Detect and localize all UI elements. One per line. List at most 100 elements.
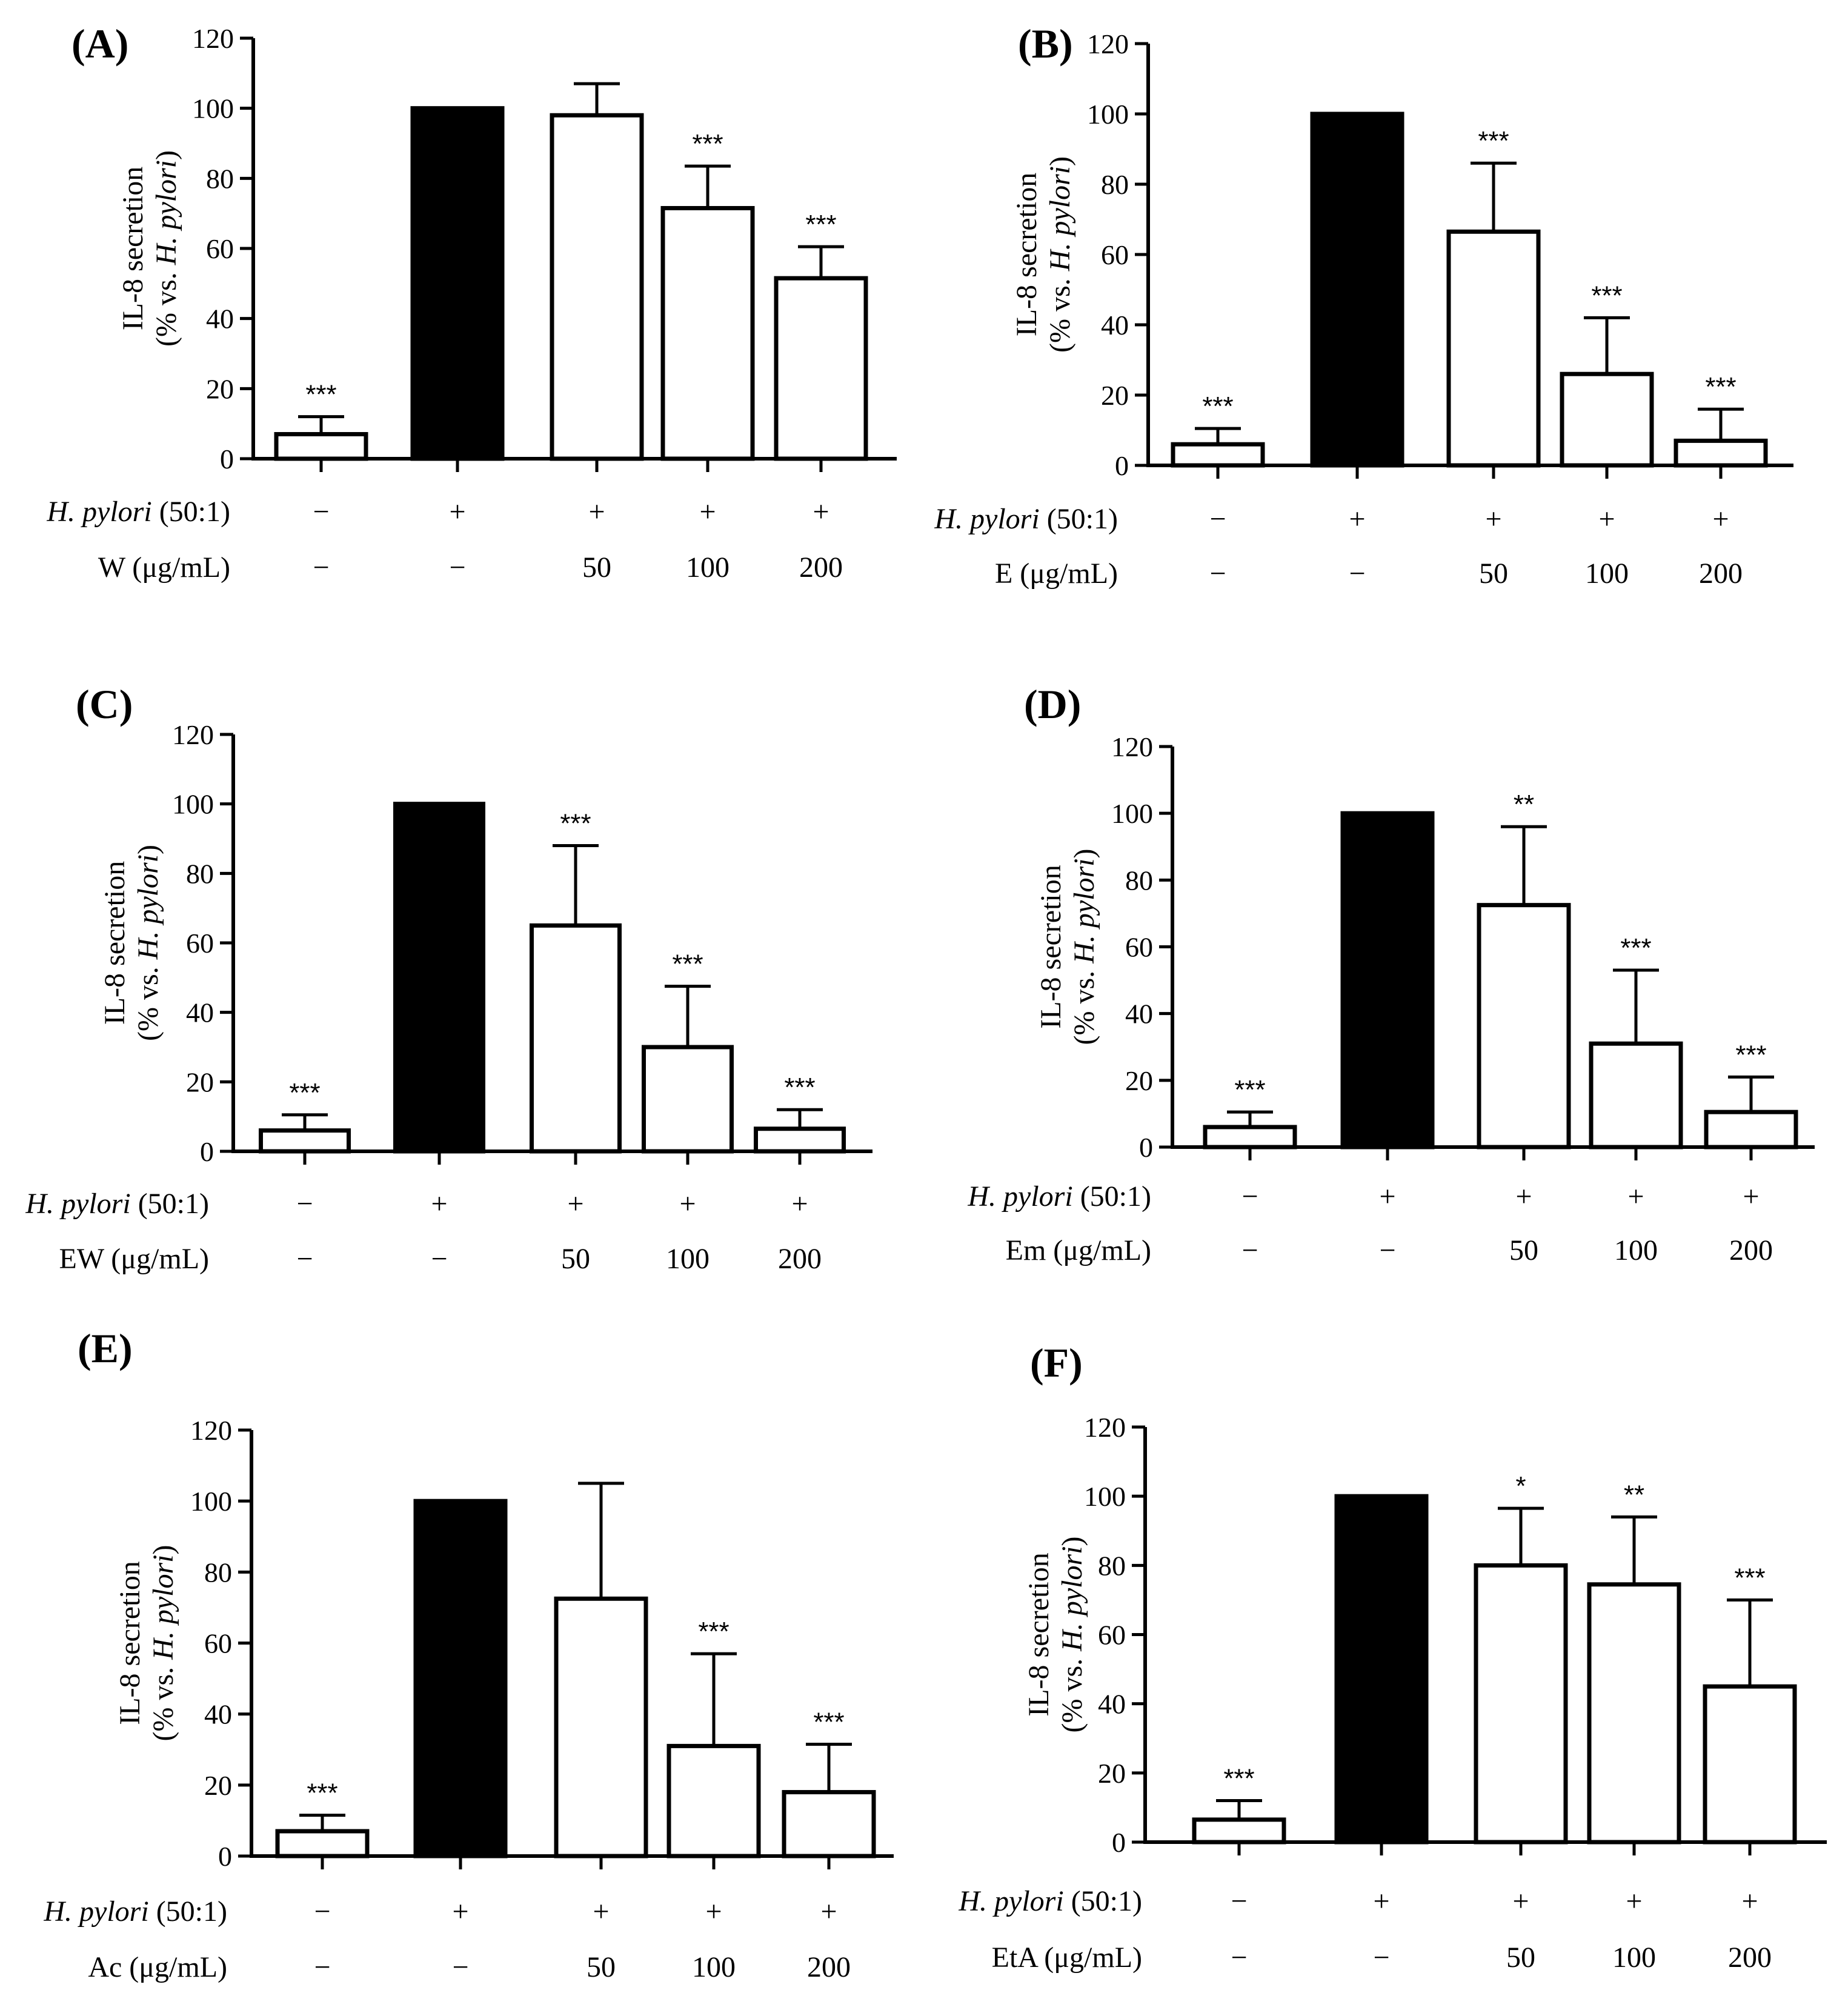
y-axis-label-suffix: ) xyxy=(1056,1537,1088,1546)
y-axis-label-suffix: ) xyxy=(1068,849,1100,859)
y-axis-label-units: (% vs. H. pylori) xyxy=(1044,156,1076,353)
y-axis-label-prefix: (% vs. xyxy=(1044,271,1076,353)
bar xyxy=(1589,1041,1683,1150)
bar xyxy=(1560,371,1654,468)
row-value-hpylori: − xyxy=(1209,503,1226,535)
row-label-hpylori-italic: H. pylori xyxy=(958,1885,1063,1917)
y-axis-label-prefix: (% vs. xyxy=(150,265,182,347)
row-value-hpylori: + xyxy=(791,1188,808,1220)
significance-mark: * xyxy=(1515,1471,1526,1501)
row-value-dose: 200 xyxy=(799,551,843,584)
chart-panel-f: (F) 0 20 40 60 80 100 120 IL-8 secretion (% vs. H… xyxy=(958,1340,1827,1974)
row-value-hpylori: − xyxy=(296,1188,313,1220)
y-tick-label: 40 xyxy=(204,1699,232,1730)
row-label-extract: EtA (μg/mL) xyxy=(992,1941,1142,1974)
y-tick-label: 40 xyxy=(1125,999,1153,1030)
y-tick-label: 0 xyxy=(220,444,234,474)
bar xyxy=(1310,111,1404,468)
y-axis-label-italic: H. pylori xyxy=(1068,859,1100,964)
y-tick-label: 20 xyxy=(206,373,234,404)
row-label-hpylori-italic: H. pylori xyxy=(934,503,1039,535)
y-tick-label: 80 xyxy=(1125,865,1153,896)
row-value-dose: 100 xyxy=(1585,557,1629,590)
y-tick-label: 80 xyxy=(1101,169,1129,200)
row-label-hpylori-ratio: (50:1) xyxy=(1064,1885,1142,1917)
row-value-hpylori: + xyxy=(820,1895,837,1928)
y-axis-label-units: (% vs. H. pylori) xyxy=(132,845,164,1041)
y-axis-label-italic: H. pylori xyxy=(1056,1546,1088,1652)
row-value-hpylori: + xyxy=(1627,1180,1644,1213)
row-value-hpylori: + xyxy=(1741,1885,1758,1917)
bar xyxy=(1203,1125,1297,1150)
chart-panel-c: (C) 0 20 40 60 80 100 120 IL-8 secretion (% vs. H… xyxy=(25,681,872,1275)
row-label-hpylori-ratio: (50:1) xyxy=(1040,503,1118,535)
significance-mark: *** xyxy=(305,380,336,410)
y-axis-label-units: (% vs. H. pylori) xyxy=(150,150,182,347)
y-tick-label: 60 xyxy=(186,928,214,959)
y-tick-label: 0 xyxy=(1115,450,1129,481)
row-value-hpylori: + xyxy=(1485,503,1501,535)
row-value-hpylori: + xyxy=(1743,1180,1759,1213)
y-axis-label-prefix: (% vs. xyxy=(1068,963,1100,1045)
y-tick-label: 80 xyxy=(1098,1550,1126,1581)
row-label-hpylori: H. pylori (50:1) xyxy=(967,1180,1151,1213)
row-value-dose: − xyxy=(1241,1234,1258,1266)
row-label-extract: W (μg/mL) xyxy=(98,551,230,584)
row-label-hpylori-italic: H. pylori xyxy=(25,1188,130,1220)
row-value-hpylori: − xyxy=(313,496,329,528)
y-tick-label: 100 xyxy=(190,1486,232,1517)
y-tick-label: 20 xyxy=(1101,380,1129,411)
row-label-hpylori-italic: H. pylori xyxy=(967,1180,1072,1213)
row-value-dose: − xyxy=(296,1243,313,1275)
significance-mark: *** xyxy=(692,129,723,159)
panel-label: (F) xyxy=(1030,1340,1083,1386)
row-value-hpylori: + xyxy=(705,1895,722,1928)
row-value-hpylori: + xyxy=(1373,1885,1389,1917)
row-label-hpylori-ratio: (50:1) xyxy=(131,1188,209,1220)
y-axis-label-suffix: ) xyxy=(1044,156,1076,166)
bar xyxy=(1704,1110,1798,1150)
y-tick-label: 100 xyxy=(1111,798,1153,829)
y-tick-label: 120 xyxy=(172,719,214,750)
row-value-dose: 50 xyxy=(561,1243,590,1275)
y-axis-label-italic: H. pylori xyxy=(150,160,182,265)
y-tick-label: 40 xyxy=(1101,310,1129,341)
row-value-dose: 50 xyxy=(1509,1234,1538,1266)
significance-mark: *** xyxy=(560,808,591,838)
row-value-hpylori: + xyxy=(1712,503,1729,535)
chart-panel-d: (D) 0 20 40 60 80 100 120 IL-8 secretion (% vs. H… xyxy=(967,681,1815,1266)
bar xyxy=(413,1499,508,1858)
y-axis-label-units: (% vs. H. pylori) xyxy=(147,1545,179,1742)
row-label-hpylori-ratio: (50:1) xyxy=(152,496,230,528)
row-label-hpylori: H. pylori (50:1) xyxy=(934,503,1118,535)
row-value-hpylori: + xyxy=(813,496,829,528)
panel-label: (E) xyxy=(78,1325,133,1371)
significance-mark: *** xyxy=(1202,391,1233,421)
bar xyxy=(275,1829,370,1858)
row-value-dose: 200 xyxy=(1728,1941,1772,1974)
y-tick-label: 60 xyxy=(204,1628,232,1659)
y-tick-label: 0 xyxy=(218,1841,232,1872)
bar xyxy=(530,923,622,1154)
y-axis-label: IL-8 secretion xyxy=(99,861,131,1025)
panel-label: (C) xyxy=(76,681,133,727)
chart-panel-e: (E) 0 20 40 60 80 100 120 IL-8 secretion (% vs. H… xyxy=(43,1325,894,1983)
y-tick-label: 20 xyxy=(186,1066,214,1097)
row-label-hpylori: H. pylori (50:1) xyxy=(46,496,230,528)
y-tick-label: 0 xyxy=(1139,1132,1153,1163)
row-value-dose: − xyxy=(449,551,465,584)
row-value-hpylori: + xyxy=(452,1895,468,1928)
row-value-dose: 200 xyxy=(1699,557,1743,590)
bar xyxy=(782,1790,876,1858)
y-axis-label-units: (% vs. H. pylori) xyxy=(1068,849,1100,1045)
y-tick-label: 100 xyxy=(192,93,234,124)
y-tick-label: 20 xyxy=(1125,1065,1153,1096)
row-value-dose: 50 xyxy=(582,551,611,584)
y-tick-label: 60 xyxy=(1098,1620,1126,1651)
significance-mark: *** xyxy=(307,1778,337,1808)
row-label-extract: Em (μg/mL) xyxy=(1006,1234,1151,1266)
significance-mark: ** xyxy=(1514,790,1534,819)
significance-mark: *** xyxy=(1705,372,1736,402)
y-axis-label: IL-8 secretion xyxy=(1035,865,1067,1029)
y-axis-label-units: (% vs. H. pylori) xyxy=(1056,1537,1088,1733)
